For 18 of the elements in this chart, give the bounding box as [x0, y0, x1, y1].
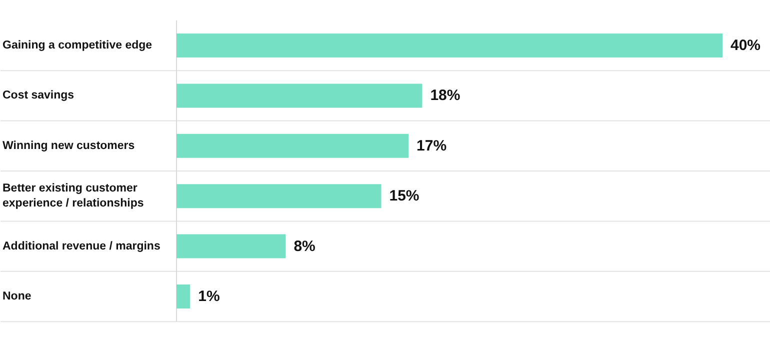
bar: [176, 234, 286, 258]
data-label: 40%: [730, 37, 761, 54]
bar: [176, 84, 422, 108]
data-label: 18%: [430, 87, 460, 104]
data-label: 8%: [294, 238, 316, 255]
data-label: 15%: [389, 188, 420, 205]
bar: [176, 284, 190, 308]
bar: [176, 134, 409, 158]
bar: [176, 184, 382, 208]
y-tick-label: Gaining a competitive edge: [2, 40, 152, 52]
y-tick-label: Cost savings: [2, 90, 74, 102]
data-label: 1%: [198, 288, 220, 305]
y-tick-label: None: [2, 290, 32, 302]
data-label: 17%: [416, 137, 447, 154]
y-tick-label: Additional revenue / margins: [2, 240, 160, 252]
bar: [176, 34, 722, 58]
y-tick-label: Winning new customers: [2, 140, 135, 152]
y-tick-label: Better existing customer experience / relationships: [2, 182, 144, 210]
